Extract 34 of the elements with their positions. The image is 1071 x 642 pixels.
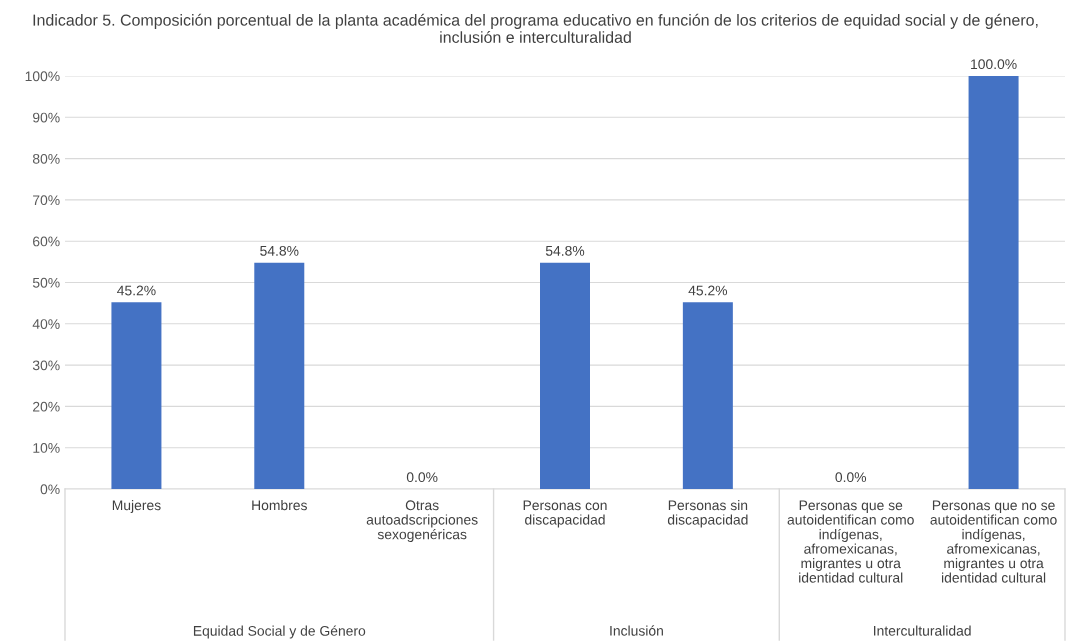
y-tick-label: 80% [32,153,60,164]
y-tick-label: 10% [33,443,60,453]
data-label: 54.8% [260,245,299,256]
bar [682,302,733,489]
x-tick-label: Hombres [252,500,307,511]
x-tick-label: Personas sin discapacidad [667,500,748,528]
data-label: 45.2% [688,285,728,296]
data-label: 0.0% [835,472,867,483]
data-label: 54.8% [545,245,585,256]
bar [540,262,590,489]
y-tick-label: 20% [33,401,60,412]
bar [968,76,1019,489]
y-tick-label: 50% [32,277,60,288]
text: Interculturalidad [874,625,971,636]
y-tick-label: 70% [33,195,60,206]
text: Inclusión [610,625,663,636]
y-tick-label: 0% [40,484,60,495]
x-tick-label: Otras autoadscripciones sexogenéricas [366,500,478,543]
y-tick-label: 30% [32,360,60,371]
x-tick-label: Personas que se autoidentifican como indígenas, afromexicanas, migrantes u otra identidad cultural [787,500,914,583]
chart-title: Indicador 5. Composición porcentual de la planta académica del programa educativo en función de los criterios de equidad social y de género, inclusión e interculturalidad [33,13,1038,43]
y-tick-label: 100% [25,71,60,82]
data-label: 45.2% [117,285,156,296]
y-tick-label: 90% [32,112,60,123]
text: Equidad Social y de Género [193,625,366,639]
data-label: 0.0% [406,472,438,483]
x-tick-label: Mujeres [112,500,161,513]
x-tick-label: Personas que no se autoidentifican como indígenas, afromexicanas, migrantes u otra identidad cultural [930,500,1057,583]
bar [254,262,305,489]
y-tick-label: 60% [33,236,60,247]
data-label: 100.0% [971,59,1017,70]
bar [111,302,162,489]
x-tick-label: Personas con discapacidad [523,500,607,528]
y-tick-label: 40% [32,319,60,329]
